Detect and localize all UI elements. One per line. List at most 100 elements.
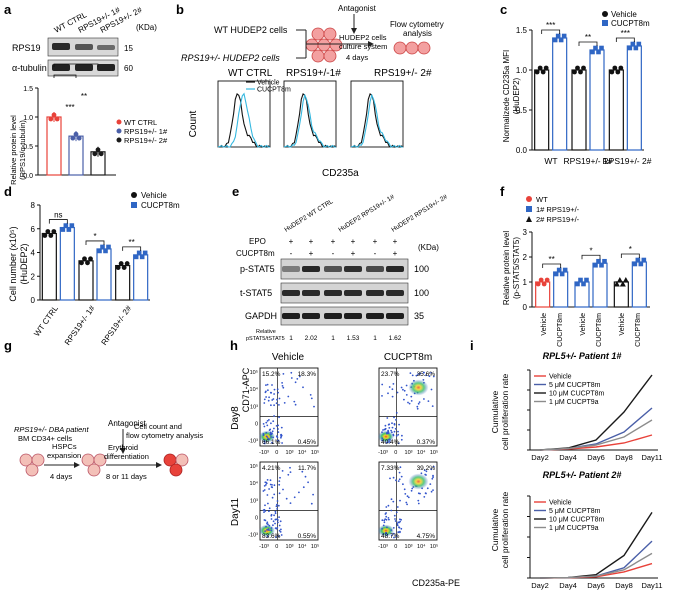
- h-event-dot: [430, 371, 432, 374]
- chart-d-sig-label: *: [93, 232, 96, 241]
- panel-f-chart: Relative protein level (p-STAT5/STAT5) 0…: [502, 195, 650, 347]
- h-quad-ur: 35.6%: [417, 371, 436, 378]
- h-event-dot: [266, 479, 269, 481]
- blot-e-cucpt-sign: +: [393, 249, 398, 258]
- h-event-dot: [395, 412, 398, 414]
- g-hspcs-1: HSPCs: [52, 442, 77, 451]
- h-event-dot: [420, 472, 423, 475]
- panel-a-chart: Relative protein level (RPS19/α-tubulin)…: [9, 63, 168, 185]
- chart-d-sig-bracket: [48, 219, 68, 224]
- h-event-dot: [263, 398, 266, 401]
- h-event-dot: [281, 385, 284, 387]
- h-event-dot: [281, 382, 283, 384]
- chart-a-legend: WT CTRL RPS19+/- 1# RPS19+/- 2#: [116, 118, 168, 145]
- h-event-dot: [399, 518, 401, 521]
- chart-d-point-vehicle: [115, 265, 121, 270]
- h-event-dot: [273, 404, 275, 407]
- chart-f-sig-bracket: [581, 254, 601, 260]
- blot-a-kda: (KDa): [136, 23, 157, 32]
- h-event-dot: [270, 518, 273, 520]
- h-event-dot: [273, 514, 275, 517]
- h-event-dot: [265, 396, 267, 398]
- h-event-dot: [277, 391, 279, 394]
- panel-letter-i: i: [470, 338, 474, 353]
- chart-d-ytick-label: 0: [31, 296, 36, 305]
- h-event-dot: [302, 486, 305, 489]
- h-event-dot: [264, 519, 267, 522]
- chart-a-bar: [68, 135, 84, 176]
- panel-d-chart: Cell number (x10⁵) (HuDEP2) 0 2 4 6 8 ns WT CT…: [8, 191, 180, 347]
- chart-f-ytick-label: 3: [523, 228, 528, 237]
- blot-a-row-rps19: RPS19: [12, 43, 41, 53]
- chart-d-bar-vehicle: [115, 264, 131, 301]
- h-event-dot: [432, 375, 435, 378]
- i-legend-label: Vehicle: [549, 374, 572, 381]
- h-event-dot: [278, 416, 280, 419]
- h-xtick-label: 10³: [286, 450, 294, 456]
- chart-f-sig-label: *: [589, 246, 592, 255]
- h-event-dot: [263, 485, 266, 487]
- h-quad-ur: 11.7%: [298, 465, 316, 472]
- panel-letter-a: a: [4, 2, 12, 17]
- h-event-dot: [432, 489, 434, 491]
- h-ytick-label: 10³: [250, 498, 258, 504]
- h-xtick-label: -10³: [259, 450, 269, 456]
- h-event-dot: [392, 476, 395, 479]
- chart-a-ytick-label: 0.0: [23, 173, 33, 180]
- chart-d-point-vehicle: [88, 256, 93, 262]
- h-event-dot: [398, 478, 401, 481]
- h-event-dot: [265, 390, 267, 393]
- h-event-dot: [273, 427, 275, 430]
- h-event-dot: [310, 397, 313, 400]
- chart-d-point-vehicle: [85, 260, 90, 266]
- h-event-dot: [403, 398, 405, 401]
- chart-f-point-cucpt: [602, 258, 607, 264]
- h-event-dot: [275, 425, 278, 427]
- h-event-dot: [432, 474, 434, 477]
- h-event-dot: [268, 507, 271, 510]
- i-title-1: RPL5+/- Patient 1#: [543, 351, 622, 361]
- b-days: 4 days: [346, 53, 368, 62]
- chart-c-point-vehicle: [615, 69, 621, 75]
- h-event-dot: [406, 503, 408, 506]
- h-event-dot: [382, 524, 385, 527]
- chart-c-point-cucpt: [593, 45, 598, 51]
- blot-e-kda: (KDa): [418, 243, 439, 252]
- h-event-dot: [272, 420, 275, 423]
- b-hist-vehicle: [218, 92, 271, 148]
- chart-c-point-vehicle: [572, 69, 577, 75]
- h-event-dot: [399, 530, 401, 533]
- i-line-0: [539, 434, 653, 451]
- panel-letter-g: g: [4, 338, 12, 353]
- blot-e-relative-value: 2.02: [305, 335, 318, 342]
- h-event-dot: [293, 496, 296, 499]
- chart-d-ytick-label: 2: [31, 272, 36, 281]
- b-flow-1: Flow cytometry: [390, 20, 444, 29]
- h-event-dot: [267, 399, 270, 402]
- h-event-dot: [386, 441, 388, 444]
- h-event-dot: [268, 419, 270, 421]
- chart-d-bar-vehicle: [41, 232, 57, 301]
- chart-f-point-vehicle: [538, 277, 544, 283]
- chart-c-point-cucpt: [599, 45, 604, 51]
- i-xtick-label: Day6: [587, 581, 605, 590]
- h-event-dot: [263, 402, 266, 404]
- blot-e-cucpt-sign: +: [351, 249, 356, 258]
- h-xtick-label: 10³: [286, 544, 294, 550]
- h-event-dot: [277, 424, 279, 427]
- h-event-dot: [271, 441, 273, 444]
- b-hist-title-2: RPS19+/-1#: [286, 68, 341, 79]
- h-event-dot: [274, 512, 277, 515]
- h-event-dot: [427, 400, 430, 402]
- chart-f-point-vehicle: [578, 277, 583, 283]
- chart-f-point-vehicle: [541, 281, 547, 287]
- h-xlabel: CD235a-PE: [412, 578, 460, 588]
- chart-d-ylabel: Cell number (x10⁵): [8, 226, 18, 301]
- h-quad-ul: 4.21%: [262, 465, 281, 472]
- h-event-dot: [266, 437, 269, 439]
- h-event-dot: [266, 528, 268, 531]
- h-event-dot: [388, 438, 391, 441]
- h-event-dot: [281, 470, 284, 472]
- h-event-dot: [270, 404, 272, 407]
- h-event-dot: [397, 442, 400, 445]
